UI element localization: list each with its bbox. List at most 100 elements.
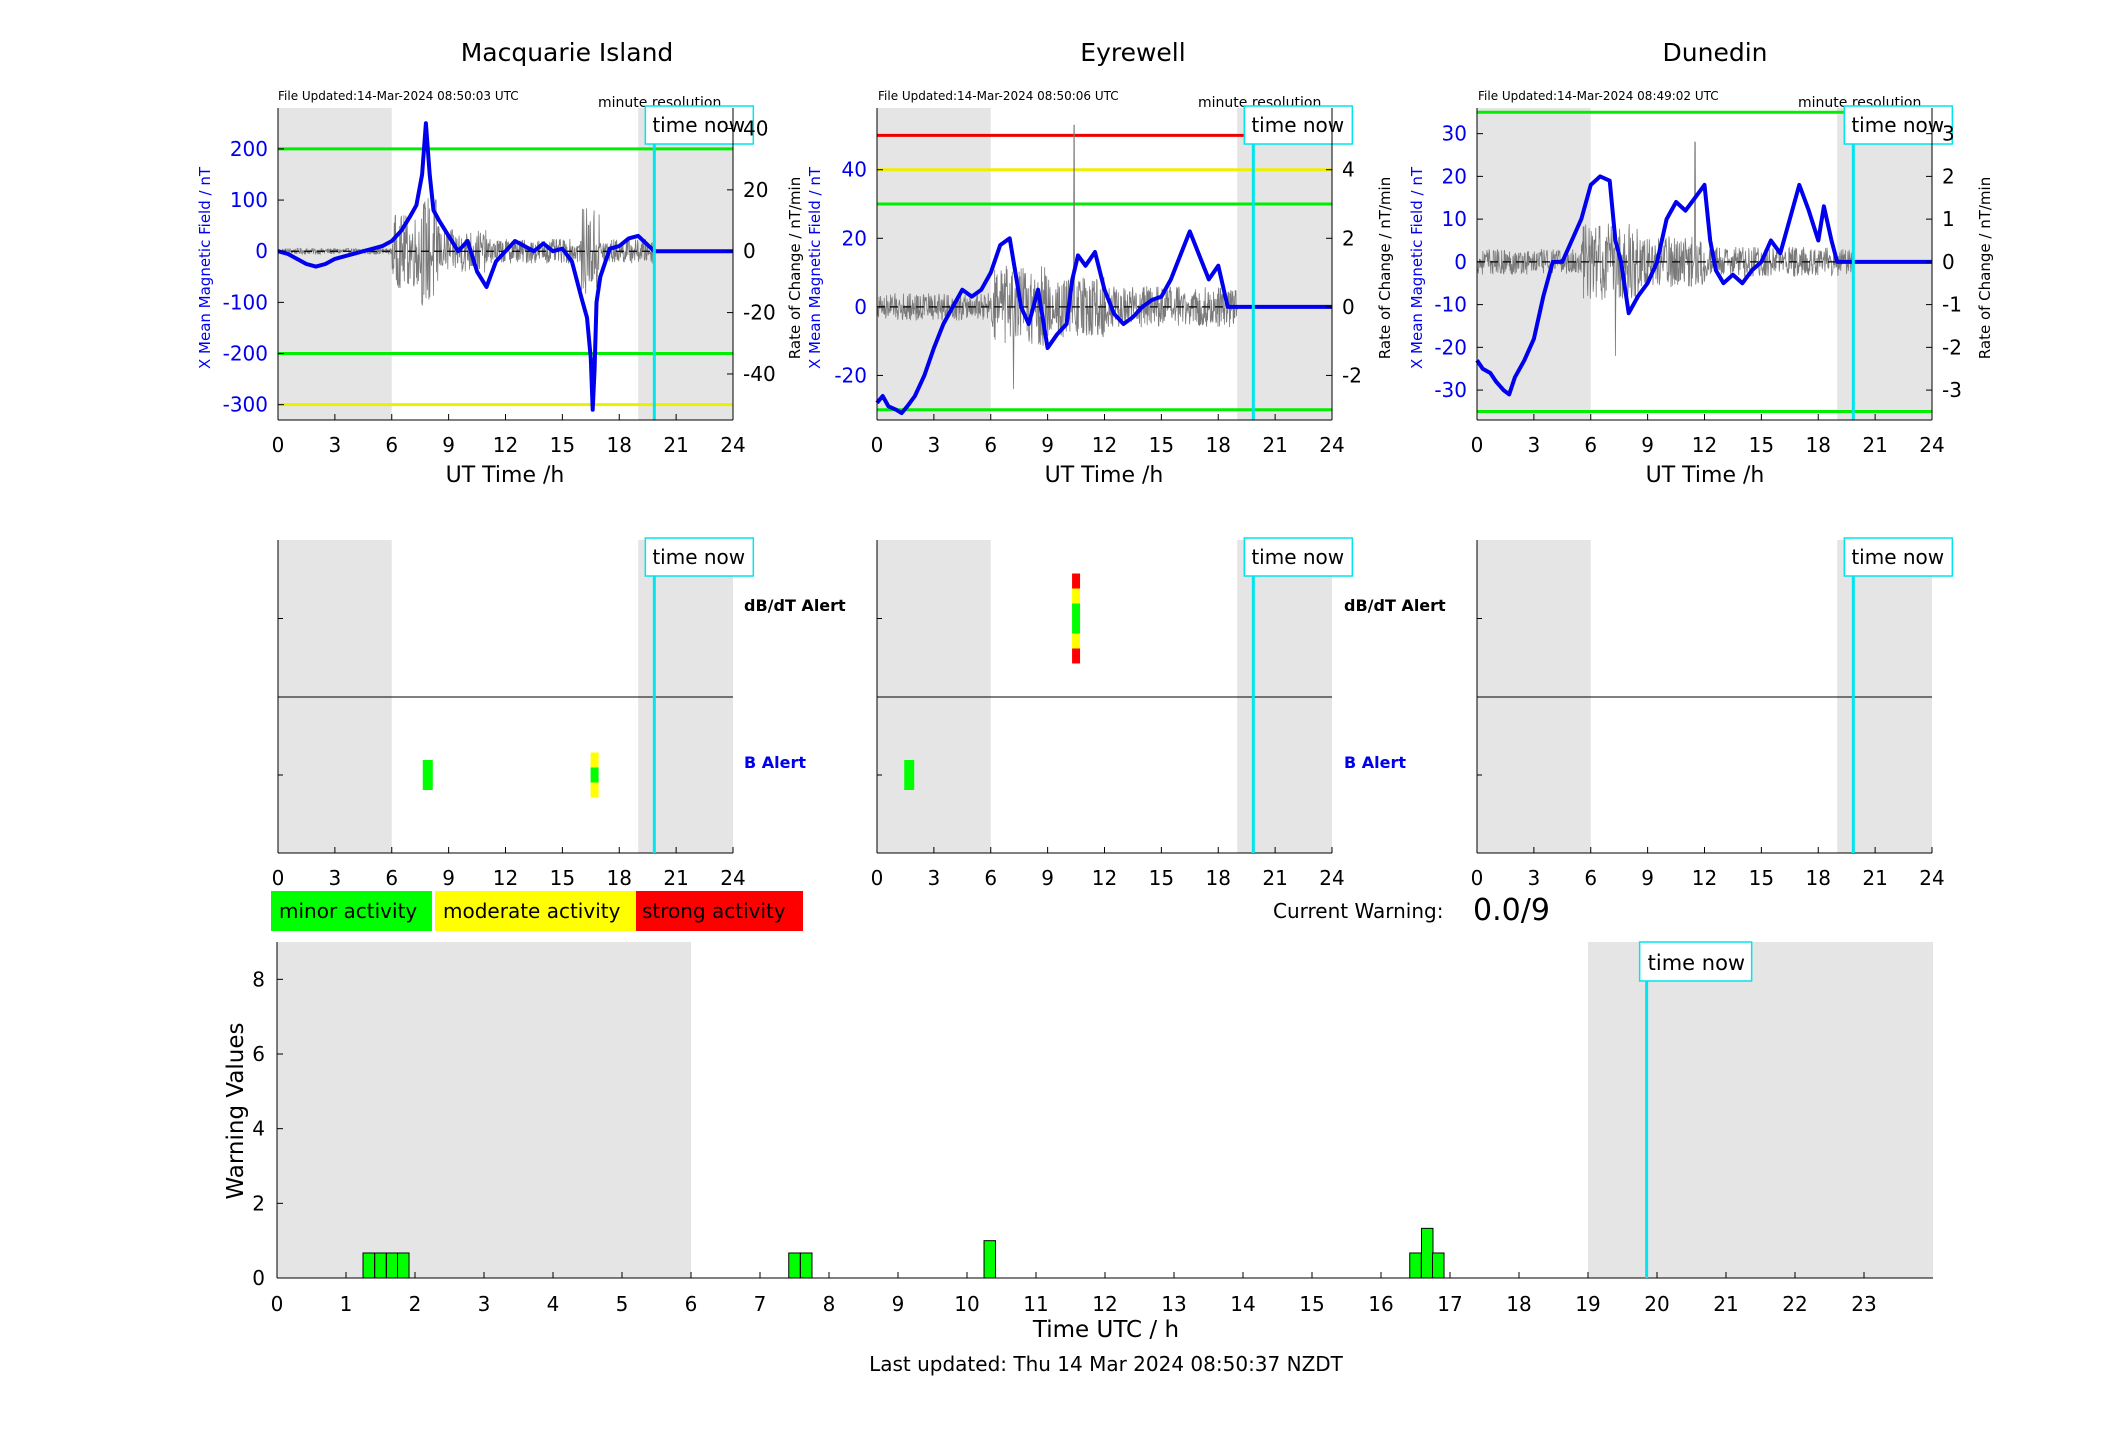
current-warning-label: Current Warning: — [1273, 899, 1443, 923]
alert-x-tick-label: 15 — [1749, 866, 1774, 890]
alert-x-tick-label: 12 — [1092, 866, 1117, 890]
x-tick-label: 0 — [871, 433, 884, 457]
warning-bar — [1409, 1252, 1422, 1279]
y-tick-label: 100 — [230, 188, 268, 212]
time-now-box — [1243, 105, 1354, 145]
y2-tick-label: 1 — [1942, 207, 1955, 231]
warning-x-tick-label: 18 — [1506, 1292, 1531, 1316]
warning-bar — [362, 1252, 376, 1279]
warning-night-shading-0 — [277, 942, 691, 1278]
y-tick-label: 10 — [1442, 207, 1467, 231]
rate-of-change-series — [1476, 141, 1854, 356]
x-tick-label: 6 — [984, 433, 997, 457]
dbdt-alert-bar-segment — [1072, 603, 1081, 619]
alert-x-tick-label: 24 — [1319, 866, 1344, 890]
x-tick-label: 15 — [550, 433, 575, 457]
dbdt-alert-bar-segment — [1072, 588, 1081, 604]
warning-x-tick-label: 10 — [954, 1292, 979, 1316]
warning-time-now-box — [1638, 941, 1753, 982]
y-tick-label: 40 — [842, 158, 867, 182]
alert-x-tick-label: 24 — [1919, 866, 1944, 890]
file-updated-eyrewell: File Updated:14-Mar-2024 08:50:06 UTC — [878, 89, 1119, 103]
alert-time-now-label: time now — [1851, 545, 1944, 569]
alert-x-tick-label: 15 — [1149, 866, 1174, 890]
x-tick-label: 3 — [928, 433, 941, 457]
x-tick-label: 15 — [1749, 433, 1774, 457]
y2label-dunedin-right: Rate of Change / nT/min — [1976, 177, 1994, 359]
x-tick-label: 12 — [1692, 433, 1717, 457]
warning-bar — [397, 1252, 410, 1279]
magnetic-field-series — [875, 229, 1332, 416]
b-alert-label-macquarie: B Alert — [744, 753, 806, 772]
warning-x-tick-label: 2 — [409, 1292, 422, 1316]
warning-bar — [799, 1252, 813, 1279]
x-tick-label: 24 — [720, 433, 745, 457]
magnetic-field-series — [1475, 174, 1932, 397]
warning-bar — [374, 1252, 387, 1279]
y2-tick-label: 40 — [743, 116, 768, 140]
legend-moderate-swatch — [435, 891, 636, 931]
alert-x-tick-label: 3 — [1528, 866, 1541, 890]
time-now-box — [644, 105, 755, 145]
alert-x-tick-label: 18 — [1206, 866, 1231, 890]
x-tick-label: 21 — [663, 433, 688, 457]
time-now-label: time now — [1251, 113, 1344, 137]
y-tick-label: -20 — [1434, 335, 1467, 359]
legend-moderate-label: moderate activity — [443, 899, 621, 923]
x-tick-label: 0 — [1471, 433, 1484, 457]
alert-x-tick-label: 9 — [1041, 866, 1054, 890]
warning-x-tick-label: 0 — [271, 1292, 284, 1316]
warning-x-tick-label: 3 — [478, 1292, 491, 1316]
dbdt-alert-bar-segment — [1072, 573, 1081, 589]
y2-tick-label: -2 — [1342, 363, 1362, 387]
x-tick-label: 24 — [1919, 433, 1944, 457]
y2-tick-label: 2 — [1342, 226, 1355, 250]
y2-tick-label: -2 — [1942, 335, 1962, 359]
y-tick-label: -300 — [223, 393, 268, 417]
warning-x-tick-label: 12 — [1092, 1292, 1117, 1316]
file-updated-dunedin: File Updated:14-Mar-2024 08:49:02 UTC — [1478, 89, 1719, 103]
warning-x-tick-label: 6 — [685, 1292, 698, 1316]
y-tick-label: 30 — [1442, 122, 1467, 146]
warning-x-tick-label: 5 — [616, 1292, 629, 1316]
b-alert-bar-segment — [422, 760, 433, 790]
alert-time-now-box — [1243, 537, 1354, 577]
y-tick-label: 0 — [854, 295, 867, 319]
y2-tick-label: 4 — [1342, 158, 1355, 182]
warning-x-tick-label: 4 — [547, 1292, 560, 1316]
y-tick-label: -10 — [1434, 293, 1467, 317]
alert-x-tick-label: 15 — [550, 866, 575, 890]
y2-tick-label: -1 — [1942, 293, 1962, 317]
x-tick-label: 21 — [1262, 433, 1287, 457]
y-tick-label: -30 — [1434, 378, 1467, 402]
alert-x-tick-label: 18 — [607, 866, 632, 890]
night-shading-1 — [1837, 108, 1932, 420]
y-tick-label: 200 — [230, 137, 268, 161]
y-tick-label: -200 — [223, 342, 268, 366]
y-tick-label: 20 — [842, 226, 867, 250]
warning-night-shading-1 — [1588, 942, 1933, 1278]
dbdt-alert-bar-segment — [1072, 648, 1081, 664]
x-tick-label: 6 — [385, 433, 398, 457]
last-updated: Last updated: Thu 14 Mar 2024 08:50:37 N… — [869, 1352, 1344, 1376]
alert-x-tick-label: 12 — [1692, 866, 1717, 890]
y-tick-label: -100 — [223, 290, 268, 314]
b-alert-label-eyrewell: B Alert — [1344, 753, 1406, 772]
x-tick-label: 9 — [1041, 433, 1054, 457]
y2-tick-label: 20 — [743, 178, 768, 202]
warning-x-tick-label: 14 — [1230, 1292, 1255, 1316]
warning-x-tick-label: 11 — [1023, 1292, 1048, 1316]
warning-x-tick-label: 17 — [1437, 1292, 1462, 1316]
y-tick-label: 0 — [255, 239, 268, 263]
b-alert-bar-segment — [904, 760, 915, 790]
warning-y-tick-label: 2 — [252, 1191, 265, 1215]
alert-x-tick-label: 0 — [871, 866, 884, 890]
time-now-label: time now — [1851, 113, 1944, 137]
alert-x-tick-label: 18 — [1806, 866, 1831, 890]
warning-x-tick-label: 21 — [1713, 1292, 1738, 1316]
night-shading-0 — [278, 108, 392, 420]
alert-x-tick-label: 0 — [272, 866, 285, 890]
y2label-eyrewell: Rate of Change / nT/min — [786, 177, 804, 359]
